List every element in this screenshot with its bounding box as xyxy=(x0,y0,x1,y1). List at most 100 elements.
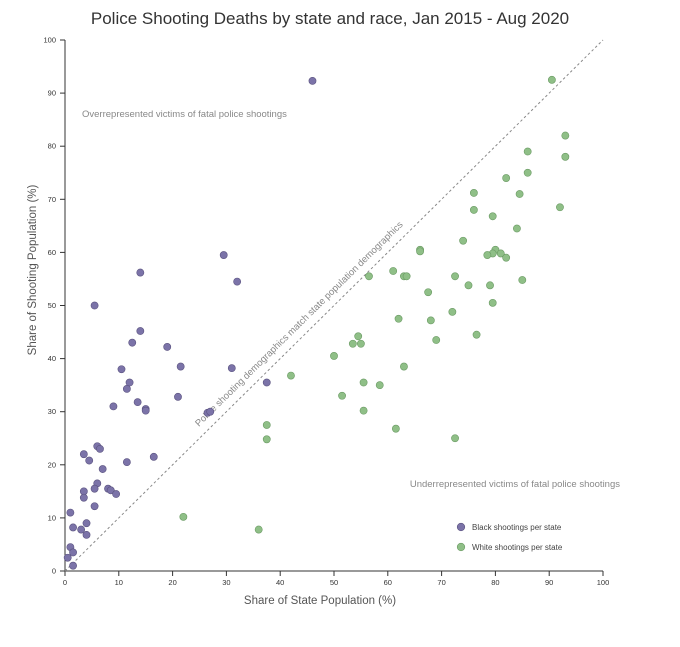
white-shooting-point xyxy=(483,251,492,259)
black-shooting-point xyxy=(96,444,104,453)
white-shooting-point xyxy=(394,314,403,323)
black-shooting-point xyxy=(85,456,94,465)
black-shooting-point xyxy=(219,251,228,259)
y-tick-label: 80 xyxy=(48,142,56,151)
white-shooting-point xyxy=(179,512,188,521)
parity-dashed-line xyxy=(64,39,604,572)
black-shooting-point xyxy=(69,523,77,532)
y-axis-label: Share of Shooting Population (%) xyxy=(27,184,39,355)
y-tick-label: 0 xyxy=(52,567,56,576)
black-shooting-point xyxy=(122,458,131,467)
white-shooting-point xyxy=(486,281,494,290)
white-shooting-point xyxy=(262,421,271,429)
black-shooting-point xyxy=(149,452,158,461)
x-tick-label: 100 xyxy=(597,578,610,587)
y-tick-label: 50 xyxy=(48,301,56,310)
black-shooting-point xyxy=(112,490,121,498)
y-tick-label: 10 xyxy=(48,513,56,522)
white-shooting-point xyxy=(359,378,368,387)
black-shooting-point xyxy=(77,525,86,534)
white-shooting-point xyxy=(287,371,295,380)
black-shooting-point xyxy=(82,530,91,539)
x-tick-label: 60 xyxy=(384,578,392,587)
x-tick-label: 80 xyxy=(491,578,499,587)
white-shooting-point xyxy=(356,339,365,348)
white-shooting-point xyxy=(464,281,473,290)
black-shooting-point xyxy=(109,402,118,411)
y-tick-label: 90 xyxy=(48,89,56,98)
white-shooting-point xyxy=(469,189,478,197)
white-shooting-point xyxy=(416,247,424,256)
white-shooting-point xyxy=(523,168,532,177)
legend-label-black: Black shootings per state xyxy=(472,523,562,532)
white-shooting-point xyxy=(488,212,497,221)
white-shooting-point xyxy=(389,267,398,275)
y-tick-label: 100 xyxy=(43,36,56,45)
white-shooting-point xyxy=(432,336,441,344)
white-shooting-point xyxy=(496,249,505,258)
chart-title: Police Shooting Deaths by state and race… xyxy=(91,9,569,28)
white-shooting-point xyxy=(459,236,468,245)
black-shooting-point xyxy=(82,519,91,528)
black-shooting-point xyxy=(233,277,242,286)
white-shooting-point xyxy=(515,190,524,198)
white-shooting-point xyxy=(513,224,521,233)
y-tick-label: 40 xyxy=(48,354,56,363)
legend-label-white: White shootings per state xyxy=(472,543,563,552)
white-shooting-point xyxy=(426,316,435,325)
black-shooting-point xyxy=(163,343,172,351)
black-shooting-point xyxy=(98,465,107,473)
white-shooting-point xyxy=(472,330,481,339)
x-tick-label: 0 xyxy=(63,578,67,587)
white-shooting-point xyxy=(561,152,570,161)
white-shooting-point xyxy=(518,276,527,284)
black-shooting-point xyxy=(133,398,142,407)
x-tick-label: 70 xyxy=(437,578,445,587)
black-shooting-point xyxy=(79,450,88,459)
y-tick-label: 60 xyxy=(48,248,56,257)
white-shooting-point xyxy=(488,298,497,307)
x-tick-label: 90 xyxy=(545,578,553,587)
black-shooting-point xyxy=(63,553,72,562)
white-shooting-point xyxy=(424,288,433,297)
overrepresented-annotation: Overrepresented victims of fatal police … xyxy=(82,109,287,120)
white-shooting-point xyxy=(451,272,459,281)
black-shooting-point xyxy=(69,561,77,570)
black-shooting-point xyxy=(136,327,145,335)
white-shooting-point xyxy=(348,339,357,348)
white-shooting-point xyxy=(469,206,478,214)
white-shooting-point xyxy=(451,434,459,443)
white-shooting-point xyxy=(502,174,511,182)
black-shooting-point xyxy=(227,364,236,373)
white-shooting-point xyxy=(391,424,400,433)
black-shooting-point xyxy=(141,406,150,415)
data-points xyxy=(63,75,570,570)
white-shooting-point xyxy=(502,253,511,262)
black-shooting-point xyxy=(176,362,185,371)
black-shooting-point xyxy=(66,508,75,517)
legend-marker-white xyxy=(456,542,466,552)
white-shooting-point xyxy=(561,131,570,140)
white-shooting-point xyxy=(338,391,346,400)
black-shooting-point xyxy=(136,268,145,277)
black-shooting-point xyxy=(128,338,137,347)
black-shooting-point xyxy=(106,486,115,495)
black-shooting-point xyxy=(90,301,99,310)
white-shooting-point xyxy=(375,381,384,390)
legend-marker-black xyxy=(456,522,466,532)
black-shooting-point xyxy=(117,365,126,374)
black-shooting-point xyxy=(174,392,182,401)
black-shooting-point xyxy=(308,76,317,85)
white-shooting-point xyxy=(254,525,263,534)
diagonal-annotation: Police shooting demographics match state… xyxy=(193,219,405,429)
x-tick-label: 40 xyxy=(276,578,284,587)
black-shooting-point xyxy=(90,502,99,511)
black-shooting-point xyxy=(69,548,77,557)
white-shooting-point xyxy=(354,332,363,341)
white-shooting-point xyxy=(365,272,373,281)
white-shooting-point xyxy=(448,307,457,316)
x-tick-label: 10 xyxy=(115,578,123,587)
axes: 0 10 20 30 40 50 60 70 80 90 100 0 10 20 30 40 50 60 70 80 9… xyxy=(43,36,609,588)
